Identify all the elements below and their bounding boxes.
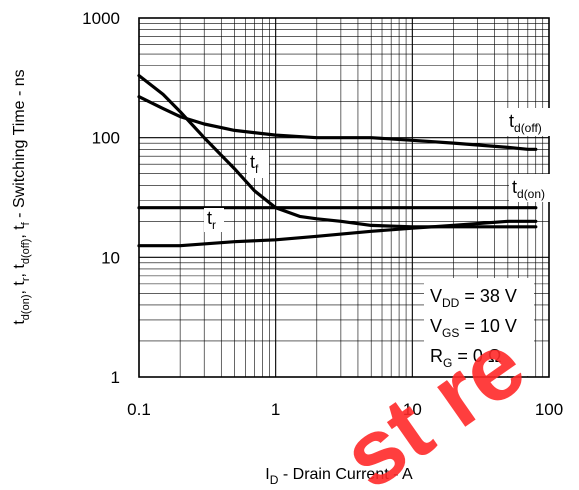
x-tick-label: 1 [271,400,280,419]
conditions-bg [424,278,534,376]
condition-dd: VDD = 38 V [430,286,517,310]
series-label-bg [204,208,224,232]
x-tick-label: 0.1 [127,400,151,419]
test-conditions: VDD = 38 V VGS = 10 V RG = 0 Ω [424,278,534,376]
condition-gs: VGS = 10 V [430,316,517,340]
series-label-bg [505,108,551,136]
condition-g: RG = 0 Ω [430,346,501,370]
series-label-bg [247,150,269,178]
series-group [137,73,538,248]
x-tick-label: 10 [403,400,422,419]
axis-labels: ID - Drain Current - A td(on), tr, td(off… [11,69,413,487]
y-axis-label: td(on), tr, td(off), tf - Switching Time… [11,69,32,324]
series-label-td(on): td(on) [512,177,545,201]
series-label-tr: tr [207,208,216,232]
tick-labels: 0.1 1 10 100 1 10 100 1000 [82,9,563,419]
y-tick-label: 1 [111,368,120,387]
series-label-td(off): td(off) [509,111,542,135]
series-tf [137,73,538,229]
series-tr [137,219,538,248]
x-tick-label: 100 [535,400,563,419]
series-td(off) [137,95,538,151]
y-tick-label: 1000 [82,9,120,28]
y-tick-label: 10 [101,248,120,267]
series-labels: td(off) tf td(on) tr [204,108,551,232]
series-label-tf: tf [250,152,259,176]
y-tick-label: 100 [92,129,120,148]
x-axis-label: ID - Drain Current - A [265,466,413,487]
series-label-bg [509,174,551,202]
